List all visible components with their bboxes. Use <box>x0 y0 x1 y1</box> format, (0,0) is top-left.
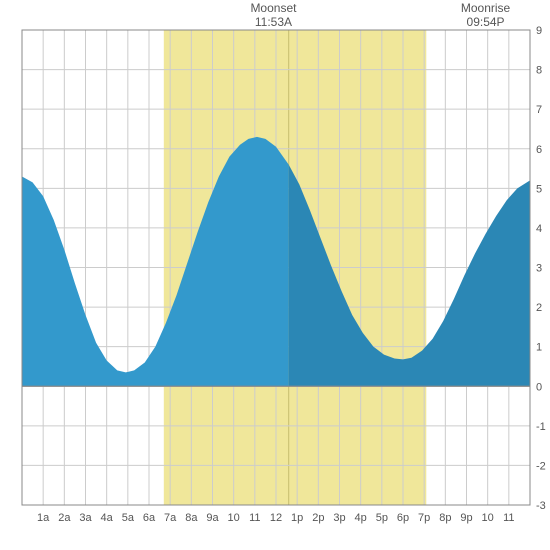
y-tick-label: 7 <box>536 104 542 116</box>
y-tick-label: 9 <box>536 25 542 37</box>
x-tick-label: 6a <box>143 512 156 524</box>
x-tick-label: 11 <box>249 512 260 524</box>
y-tick-label: 2 <box>536 302 542 314</box>
x-tick-label: 9p <box>460 512 472 524</box>
moonset-time: 11:53A <box>255 15 292 29</box>
y-tick-label: 3 <box>536 263 542 275</box>
y-tick-label: -1 <box>536 421 546 433</box>
x-tick-label: 3a <box>79 512 92 524</box>
x-tick-label: 11 <box>503 512 514 524</box>
x-tick-label: 8p <box>439 512 451 524</box>
y-tick-label: -2 <box>536 460 546 472</box>
y-tick-label: 0 <box>536 381 542 393</box>
x-tick-label: 5a <box>122 512 135 524</box>
x-tick-label: 2a <box>58 512 71 524</box>
x-tick-label: 7p <box>418 512 430 524</box>
x-tick-label: 10 <box>228 512 240 524</box>
moonset-label: Moonset <box>250 1 297 15</box>
x-tick-label: 4p <box>355 512 367 524</box>
moonrise-label: Moonrise <box>461 1 511 15</box>
y-tick-label: 4 <box>536 223 542 235</box>
chart-svg: -3-2-101234567891a2a3a4a5a6a7a8a9a101112… <box>0 0 550 550</box>
moonrise-time: 09:54P <box>467 15 505 29</box>
x-tick-label: 5p <box>376 512 388 524</box>
x-tick-label: 6p <box>397 512 409 524</box>
x-tick-label: 7a <box>164 512 177 524</box>
x-tick-label: 9a <box>206 512 219 524</box>
x-tick-label: 10 <box>482 512 494 524</box>
x-tick-label: 3p <box>333 512 345 524</box>
x-tick-label: 8a <box>185 512 198 524</box>
y-tick-label: -3 <box>536 500 546 512</box>
tide-chart: -3-2-101234567891a2a3a4a5a6a7a8a9a101112… <box>0 0 550 550</box>
x-tick-label: 12 <box>270 512 282 524</box>
y-tick-label: 8 <box>536 65 542 77</box>
x-tick-label: 2p <box>312 512 324 524</box>
y-tick-label: 1 <box>536 342 542 354</box>
x-tick-label: 1a <box>37 512 50 524</box>
x-tick-label: 1p <box>291 512 303 524</box>
x-tick-label: 4a <box>101 512 114 524</box>
y-tick-label: 6 <box>536 144 542 156</box>
y-tick-label: 5 <box>536 183 542 195</box>
